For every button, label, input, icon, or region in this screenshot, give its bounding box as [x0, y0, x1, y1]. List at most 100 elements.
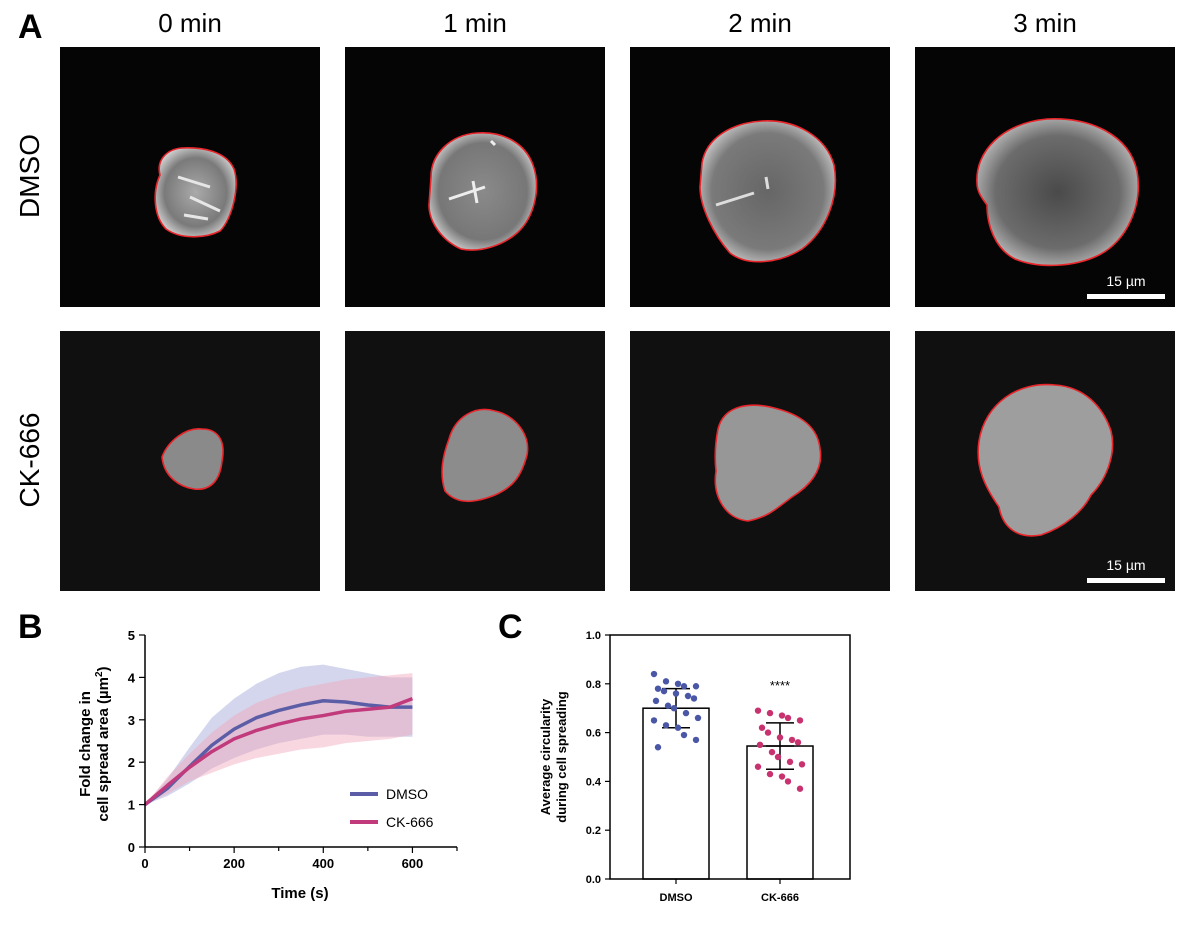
band-0: [145, 664, 413, 805]
data-point-0: [664, 702, 672, 709]
data-point-1: [786, 758, 794, 766]
micrograph-dmso-1min: [345, 47, 605, 307]
band-1: [145, 673, 413, 805]
y-tick-label: 2: [128, 755, 135, 770]
y-tick-label: 0.6: [586, 728, 601, 740]
data-point-1: [766, 770, 774, 778]
panel-b-letter: B: [18, 608, 43, 646]
y-tick-label: 0.2: [586, 825, 601, 837]
time-label-1: 1 min: [443, 8, 507, 38]
data-point-0: [654, 744, 662, 751]
row-label-ck666: CK-666: [14, 412, 45, 508]
x-tick-label: 400: [312, 856, 334, 871]
data-point-1: [788, 736, 796, 744]
scale-bar-dmso: [1087, 294, 1165, 299]
data-point-1: [794, 739, 802, 746]
data-point-1: [796, 717, 804, 724]
scale-bar-label-ck666: 15 µm: [1106, 557, 1146, 573]
y-tick-label: 5: [128, 628, 135, 643]
data-point-1: [764, 729, 772, 736]
data-point-0: [674, 680, 682, 687]
chart-c-points: [650, 670, 806, 792]
data-point-1: [754, 707, 762, 714]
legend-label-ck666: CK-666: [386, 814, 434, 830]
chart-c-significance: ****: [770, 678, 790, 693]
x-tick-label: CK-666: [761, 892, 799, 904]
data-point-1: [778, 773, 786, 780]
x-tick-label: DMSO: [660, 892, 693, 904]
data-point-0: [670, 705, 678, 712]
micrograph-dmso-0min: [60, 47, 320, 307]
bar-0: [642, 707, 710, 880]
y-tick-label: 0: [128, 840, 135, 855]
plot-frame: [609, 634, 851, 880]
data-point-0: [692, 683, 700, 690]
data-point-1: [796, 785, 804, 792]
data-point-1: [754, 763, 762, 770]
micrograph-ck666-3min: 15 µm: [915, 331, 1175, 591]
y-tick-label: 0.8: [586, 679, 601, 691]
micrograph-ck666-1min: [345, 331, 605, 591]
data-point-0: [652, 697, 660, 705]
chart-c-axes: 0.0 0.2 0.4 0.6 0.8 1.0 DMSO CK-666: [586, 630, 851, 904]
data-point-1: [768, 748, 776, 756]
y-tick-label: 0.4: [586, 776, 602, 788]
micrograph-dmso-2min: [630, 47, 890, 307]
micrograph-ck666-2min: [630, 331, 890, 591]
scale-bar-label-dmso: 15 µm: [1106, 273, 1146, 289]
time-label-0: 0 min: [158, 8, 222, 38]
chart-b-legend: DMSO CK-666: [350, 786, 434, 830]
panel-a-letter: A: [18, 8, 43, 46]
chart-b-axes: 0 200 400 600 0 1 2 3 4 5: [128, 628, 458, 871]
data-point-0: [694, 714, 702, 722]
y-tick-label: 4: [128, 670, 136, 685]
data-point-0: [660, 687, 668, 695]
data-point-1: [758, 724, 766, 731]
data-point-0: [662, 722, 670, 729]
x-tick-label: 0: [141, 856, 148, 871]
data-point-0: [654, 685, 662, 692]
data-point-0: [650, 717, 658, 724]
chart-b-ylabel-sup: 2: [94, 671, 105, 677]
y-tick-label: 1: [128, 798, 135, 813]
data-point-0: [682, 709, 690, 717]
data-point-1: [776, 734, 784, 741]
data-point-0: [674, 724, 682, 731]
data-point-0: [662, 678, 670, 685]
chart-circularity: 0.0 0.2 0.4 0.6 0.8 1.0 DMSO CK-666 Average cir…: [538, 630, 851, 904]
chart-c-ylabel-line2: during cell spreading: [554, 691, 569, 823]
time-label-2: 2 min: [728, 8, 792, 38]
data-point-0: [690, 695, 698, 702]
time-label-3: 3 min: [1013, 8, 1077, 38]
y-tick-label: 0.0: [586, 874, 601, 886]
data-point-1: [778, 712, 786, 719]
y-tick-label: 1.0: [586, 630, 601, 642]
chart-c-ylabel-line1: Average circularity: [538, 698, 553, 815]
panel-c-letter: C: [498, 608, 523, 646]
data-point-0: [684, 692, 692, 700]
micrograph-ck666-0min: [60, 331, 320, 591]
scale-bar-ck666: [1087, 578, 1165, 583]
data-point-0: [680, 683, 688, 690]
data-point-1: [774, 753, 782, 761]
data-point-0: [650, 670, 658, 678]
chart-spread-area: 0 200 400 600 0 1 2 3 4 5 Time (s) Fold change in…: [77, 628, 458, 902]
chart-b-lines: [143, 696, 414, 807]
row-label-dmso: DMSO: [14, 134, 45, 218]
data-point-1: [756, 741, 764, 748]
x-tick-label: 200: [223, 856, 245, 871]
chart-b-ylabel-end: ): [95, 666, 112, 671]
data-point-0: [692, 736, 700, 744]
series-line-1: [143, 696, 414, 806]
chart-c-bars: [642, 687, 814, 880]
data-point-0: [680, 731, 688, 739]
data-point-1: [766, 709, 774, 717]
y-tick-label: 3: [128, 713, 135, 728]
data-point-1: [784, 778, 792, 785]
chart-b-ylabel-line2-text: cell spread area (µm: [95, 677, 112, 822]
data-point-1: [784, 714, 792, 722]
x-tick-label: 600: [402, 856, 424, 871]
data-point-0: [672, 690, 680, 697]
chart-b-ylabel-line2: cell spread area (µm2): [94, 666, 112, 821]
chart-b-xlabel: Time (s): [271, 885, 328, 902]
